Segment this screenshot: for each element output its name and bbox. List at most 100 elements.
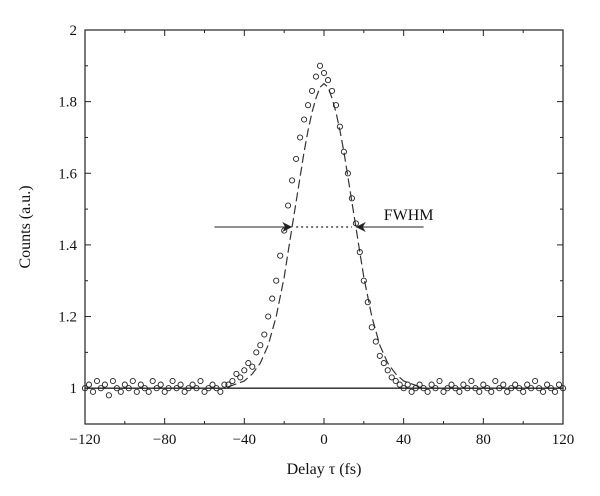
- data-point: [141, 385, 148, 392]
- data-point: [205, 385, 212, 392]
- data-point: [177, 381, 184, 388]
- data-point: [536, 385, 543, 392]
- data-point: [89, 388, 97, 395]
- data-point: [476, 388, 483, 395]
- annotations: FWHM: [214, 207, 434, 232]
- data-point: [285, 202, 292, 209]
- data-point: [440, 388, 447, 395]
- data-point: [496, 385, 503, 392]
- data-point: [332, 102, 340, 109]
- y-axis-title: Counts (a.u.): [17, 185, 34, 268]
- data-point: [197, 377, 204, 385]
- data-point: [185, 385, 192, 392]
- data-point: [209, 381, 216, 388]
- data-point: [524, 381, 531, 388]
- data-point: [372, 338, 379, 345]
- data-point: [504, 388, 511, 395]
- data-point: [424, 388, 431, 395]
- fit-curve: [85, 82, 563, 389]
- data-point: [392, 377, 399, 385]
- x-tick-label: 0: [320, 432, 328, 448]
- fwhm-label: FWHM: [384, 207, 434, 224]
- data-point: [436, 377, 443, 385]
- data-point: [488, 388, 495, 395]
- data-point: [233, 370, 240, 377]
- data-point: [516, 385, 523, 392]
- data-point: [261, 331, 268, 338]
- data-point: [348, 195, 355, 202]
- x-tick-label: 120: [552, 432, 575, 448]
- data-point: [544, 381, 551, 388]
- data-point: [528, 385, 535, 392]
- data-point: [181, 388, 188, 395]
- data-point: [133, 388, 140, 395]
- data-point: [328, 87, 336, 94]
- data-point: [520, 388, 527, 395]
- data-point: [484, 385, 491, 392]
- data-point: [412, 385, 419, 392]
- data-point: [396, 381, 403, 388]
- data-point: [129, 377, 136, 385]
- data-point: [241, 367, 248, 374]
- data-point: [512, 381, 519, 388]
- data-point: [101, 381, 108, 388]
- data-point: [460, 381, 467, 388]
- data-point: [472, 385, 479, 392]
- data-point: [169, 377, 176, 385]
- y-tick-label: 1.4: [58, 238, 77, 254]
- data-point: [153, 385, 160, 392]
- data-point: [149, 377, 156, 385]
- data-point: [420, 385, 427, 392]
- data-point: [340, 148, 347, 155]
- data-point: [360, 277, 367, 284]
- data-point: [221, 381, 228, 388]
- data-point: [225, 381, 232, 388]
- data-point: [380, 360, 387, 367]
- axis-tick-labels: −120 −80 −40 0 40 80 120 1 1.2 1.4 1.6 1.8 2: [58, 23, 574, 448]
- data-point: [253, 349, 260, 356]
- data-points: [81, 62, 567, 399]
- y-tick-label: 1.6: [58, 166, 77, 182]
- data-point: [305, 102, 312, 109]
- data-point: [444, 385, 451, 392]
- data-point: [121, 381, 128, 388]
- data-point: [308, 87, 316, 94]
- data-point: [97, 385, 104, 392]
- data-point: [555, 381, 563, 388]
- data-point: [368, 324, 375, 331]
- data-point: [117, 388, 124, 395]
- fit-group: [85, 82, 563, 389]
- data-point: [456, 388, 463, 395]
- x-tick-label: 40: [396, 432, 411, 448]
- y-tick-label: 1.8: [58, 95, 77, 111]
- data-point: [81, 385, 89, 392]
- x-axis-title: Delay τ (fs): [287, 461, 362, 478]
- data-point: [551, 388, 559, 395]
- data-point: [229, 377, 236, 385]
- data-point: [297, 134, 304, 141]
- data-point: [464, 385, 471, 392]
- data-point: [324, 77, 332, 84]
- data-point: [109, 377, 116, 385]
- data-point: [245, 360, 252, 367]
- data-point: [336, 123, 343, 130]
- data-point: [201, 388, 208, 395]
- data-point: [452, 385, 459, 392]
- data-point: [293, 155, 300, 162]
- y-tick-label: 2: [70, 23, 78, 39]
- data-point: [137, 381, 144, 388]
- data-point: [400, 385, 407, 392]
- axis-ticks: [84, 29, 564, 424]
- data-point: [273, 277, 280, 284]
- data-point: [213, 385, 220, 392]
- y-tick-label: 1: [70, 381, 78, 397]
- data-point: [277, 252, 284, 259]
- data-point: [404, 381, 411, 388]
- x-tick-label: −80: [153, 432, 176, 448]
- data-point: [316, 62, 324, 69]
- data-point: [416, 381, 423, 388]
- data-point: [468, 377, 475, 385]
- data-point: [540, 388, 547, 395]
- data-point: [189, 381, 196, 388]
